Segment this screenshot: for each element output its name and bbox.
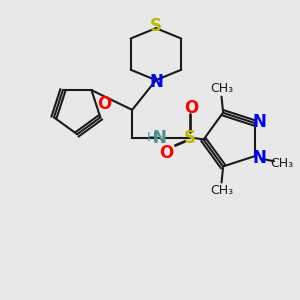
Text: O: O — [97, 95, 111, 113]
Text: CH₃: CH₃ — [210, 184, 233, 197]
Text: N: N — [252, 149, 266, 167]
Text: S: S — [184, 129, 196, 147]
Text: O: O — [184, 99, 199, 117]
Text: N: N — [252, 112, 266, 130]
Text: N: N — [149, 73, 163, 91]
Text: H: H — [147, 131, 156, 144]
Text: S: S — [150, 17, 162, 35]
Text: N: N — [153, 128, 167, 146]
Text: O: O — [159, 144, 173, 162]
Text: CH₃: CH₃ — [210, 82, 233, 95]
Text: CH₃: CH₃ — [270, 157, 293, 170]
